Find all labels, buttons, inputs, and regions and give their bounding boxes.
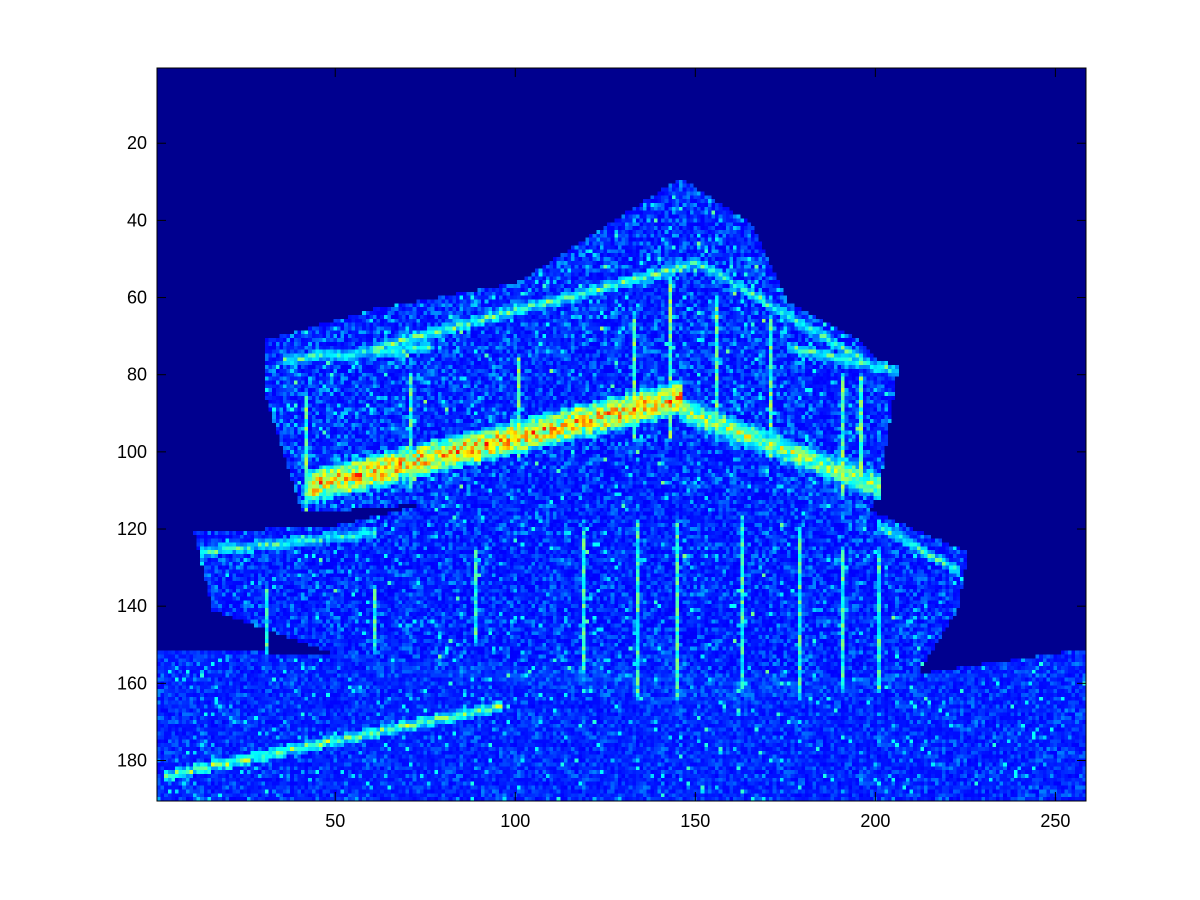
- y-tick-label: 180: [117, 750, 147, 770]
- x-tick-label: 200: [860, 811, 890, 831]
- x-tick-label: 50: [325, 811, 345, 831]
- heatmap-image: [157, 68, 1086, 801]
- y-tick-label: 140: [117, 596, 147, 616]
- y-tick-label: 40: [127, 210, 147, 230]
- y-tick-label: 60: [127, 288, 147, 308]
- y-tick-label: 100: [117, 442, 147, 462]
- y-axis-ticks: 20 40 60 80 100 120 140 160 180: [117, 133, 1086, 770]
- x-tick-label: 100: [500, 811, 530, 831]
- x-tick-label: 250: [1040, 811, 1070, 831]
- y-tick-label: 160: [117, 673, 147, 693]
- y-tick-label: 20: [127, 133, 147, 153]
- y-tick-label: 120: [117, 519, 147, 539]
- x-tick-label: 150: [680, 811, 710, 831]
- y-tick-label: 80: [127, 365, 147, 385]
- x-axis-ticks: 50 100 150 200 250: [325, 68, 1070, 831]
- axes-frame: [156, 67, 1087, 802]
